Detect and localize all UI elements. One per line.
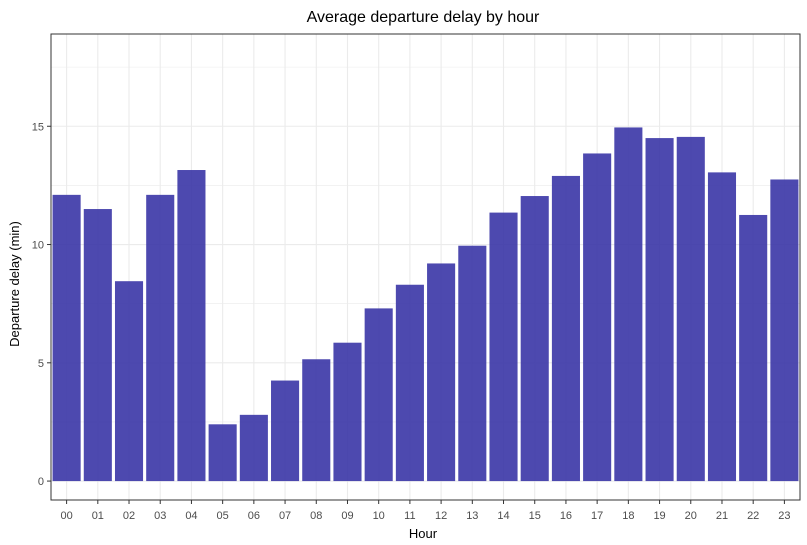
y-axis-ticks: 0 5 10 15 (32, 121, 51, 488)
x-tick-label: 20 (685, 510, 697, 522)
x-tick-label: 05 (217, 510, 229, 522)
bar-03 (146, 194, 175, 482)
y-axis-title: Departure delay (min) (7, 221, 22, 347)
bar-11 (395, 284, 424, 482)
x-tick-label: 12 (435, 510, 447, 522)
bar-14 (489, 212, 518, 482)
chart-title: Average departure delay by hour (307, 9, 540, 26)
bar-07 (271, 380, 300, 482)
x-tick-label: 04 (185, 510, 197, 522)
x-tick-label: 01 (92, 510, 104, 522)
bars (52, 127, 799, 482)
y-tick-label: 5 (38, 358, 44, 370)
x-tick-label: 19 (653, 510, 665, 522)
bar-18 (614, 127, 643, 482)
bar-13 (458, 245, 487, 482)
panel-border (50, 33, 801, 501)
x-tick-label: 07 (279, 510, 291, 522)
x-tick-label: 00 (60, 510, 72, 522)
x-tick-label: 18 (622, 510, 634, 522)
x-tick-label: 23 (778, 510, 790, 522)
x-tick-label: 22 (747, 510, 759, 522)
x-tick-label: 16 (560, 510, 572, 522)
x-tick-label: 08 (310, 510, 322, 522)
x-tick-label: 21 (716, 510, 728, 522)
x-tick-label: 10 (373, 510, 385, 522)
x-tick-label: 15 (529, 510, 541, 522)
bar-02 (114, 281, 144, 482)
bar-15 (520, 196, 549, 482)
x-tick-label: 09 (341, 510, 353, 522)
bar-10 (364, 308, 393, 482)
x-tick-label: 13 (466, 510, 478, 522)
x-tick-label: 17 (591, 510, 603, 522)
x-tick-label: 02 (123, 510, 135, 522)
bar-06 (239, 414, 268, 482)
y-tick-label: 15 (32, 121, 44, 133)
x-axis-title: Hour (409, 526, 438, 541)
bar-00 (52, 194, 81, 482)
bar-22 (739, 214, 768, 482)
x-tick-label: 14 (497, 510, 509, 522)
bar-20 (676, 136, 705, 482)
bar-08 (302, 359, 331, 482)
y-tick-label: 10 (32, 240, 44, 252)
x-tick-label: 03 (154, 510, 166, 522)
bar-21 (707, 172, 737, 482)
bar-05 (208, 424, 237, 482)
x-tick-label: 11 (404, 510, 415, 522)
bar-09 (333, 342, 362, 482)
bar-01 (83, 209, 112, 482)
bar-16 (551, 175, 580, 482)
bar-17 (583, 153, 612, 482)
minor-gridlines (51, 66, 800, 423)
bar-04 (177, 170, 206, 482)
x-tick-label: 06 (248, 510, 260, 522)
y-tick-label: 0 (38, 476, 44, 488)
bar-12 (427, 263, 456, 482)
bar-23 (770, 179, 799, 482)
bar-19 (645, 138, 674, 482)
x-axis-ticks: 00 01 02 03 04 05 06 07 08 09 10 11 12 13 14 15 16 17 18 19… (60, 500, 791, 522)
